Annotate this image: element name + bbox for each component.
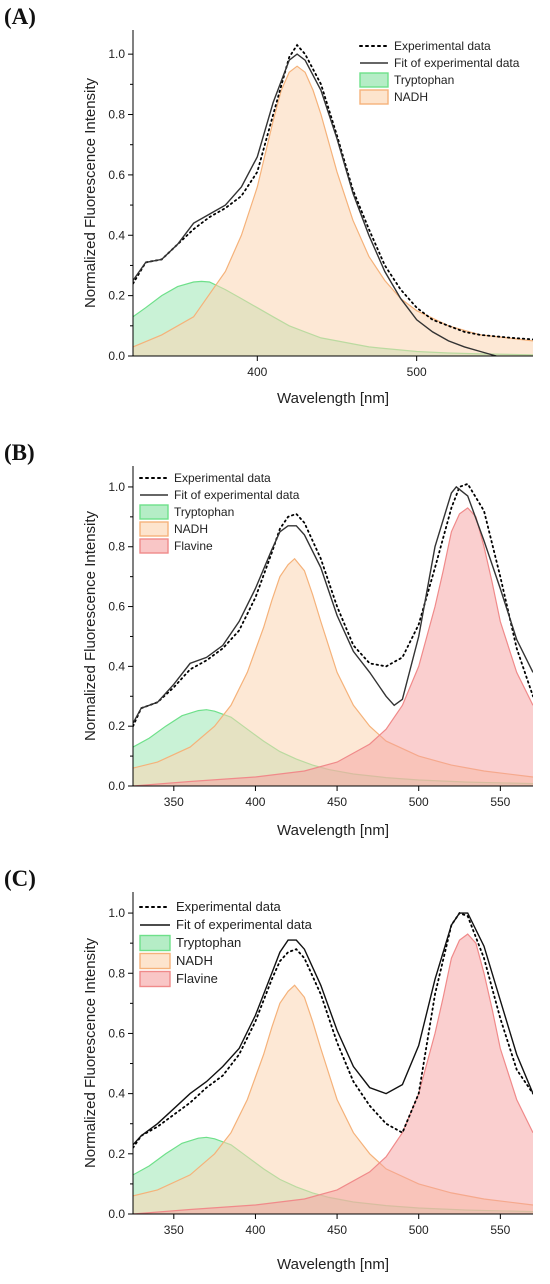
fit-line [133,53,497,356]
y-tick-label: 0.0 [108,349,125,363]
legend-label: Tryptophan [176,935,241,950]
series-area-flavine [133,507,533,786]
legend-label: Fit of experimental data [394,56,520,70]
legend-label: Tryptophan [394,73,454,87]
plot-area [133,912,533,1214]
x-tick-label: 350 [164,1223,184,1237]
y-tick-label: 1.0 [108,47,125,61]
panel-letter: (B) [4,440,35,465]
y-tick-label: 0.8 [108,540,125,554]
y-tick-label: 0.0 [108,1207,125,1221]
y-tick-label: 1.0 [108,480,125,494]
panel-letter: (A) [4,4,36,29]
series-area-nadh [133,558,533,786]
legend-swatch [139,521,169,537]
legend-label: Flavine [176,971,218,986]
x-tick-label: 400 [245,1223,265,1237]
legend-swatch [139,952,171,970]
experimental-data-line [133,43,533,341]
fit-line [133,912,533,1146]
y-tick-label: 0.2 [108,289,125,303]
legend-label: Experimental data [174,471,271,485]
legend-label: Fit of experimental data [176,917,313,932]
series-line-flavine [133,507,533,786]
x-tick-label: 350 [164,795,184,809]
x-tick-label: 500 [409,1223,429,1237]
y-tick-label: 0.4 [108,228,125,242]
legend-swatch [139,934,171,952]
series-area-nadh [133,66,533,356]
panel-b: (B) 0.0 0.2 0.4 0.6 0.8 1.0 350 400 450 500 550 Wav… [0,436,550,846]
y-tick-label: 1.0 [108,906,125,920]
legend-label: Flavine [174,539,213,553]
x-axis-label: Wavelength [nm] [277,1256,389,1273]
x-tick-label: 550 [490,795,510,809]
panel-letter: (C) [4,866,36,891]
plot-area [133,482,533,786]
legend-swatch [139,970,171,988]
legend-swatch [359,72,389,88]
x-axis-label: Wavelength [nm] [277,390,389,407]
legend-label: NADH [176,953,213,968]
x-tick-label: 450 [327,1223,347,1237]
legend-label: Experimental data [394,39,491,53]
legend-swatch [139,538,169,554]
x-tick-label: 500 [409,795,429,809]
series-area-flavine [133,934,533,1214]
legend-label: NADH [174,522,208,536]
legend-swatch [139,504,169,520]
legend-label: Fit of experimental data [174,488,300,502]
chart-c: 0.0 0.2 0.4 0.6 0.8 1.0 350 400 450 500 550 Wavelen… [82,892,533,1273]
legend-label: Tryptophan [174,505,234,519]
legend-label: NADH [394,90,428,104]
y-tick-label: 0.4 [108,659,125,673]
panel-c: (C) 0.0 0.2 0.4 0.6 0.8 1.0 350 400 450 500 550 Wav… [0,862,550,1280]
plot-area [133,43,533,356]
y-tick-label: 0.2 [108,1147,125,1161]
series-line-nadh [133,65,533,348]
legend-swatch [359,89,389,105]
legend-label: Experimental data [176,899,282,914]
x-axis-label: Wavelength [nm] [277,822,389,839]
y-tick-label: 0.0 [108,779,125,793]
chart-b: 0.0 0.2 0.4 0.6 0.8 1.0 350 400 450 500 550 Wavelen… [82,466,533,839]
y-tick-label: 0.2 [108,719,125,733]
y-axis-label: Normalized Fluorescence Intensity [82,510,99,741]
y-tick-label: 0.4 [108,1087,125,1101]
y-tick-label: 0.6 [108,600,125,614]
panel-a: (A) 0.0 0.2 0.4 0.6 0.8 1.0 400 500 Wavelength [… [0,0,550,420]
x-tick-label: 450 [327,795,347,809]
y-tick-label: 0.6 [108,168,125,182]
y-axis-label: Normalized Fluorescence Intensity [82,77,99,308]
experimental-data-line [133,482,533,728]
y-axis-label: Normalized Fluorescence Intensity [82,937,99,1168]
fit-line [133,485,533,724]
y-tick-label: 0.6 [108,1026,125,1040]
x-tick-label: 550 [490,1223,510,1237]
experimental-data-line [133,912,533,1149]
series-line-flavine [133,933,533,1214]
x-tick-label: 400 [245,795,265,809]
x-tick-label: 400 [247,365,267,379]
chart-a: 0.0 0.2 0.4 0.6 0.8 1.0 400 500 Wavelength [nm] N… [82,30,533,407]
x-tick-label: 500 [407,365,427,379]
series-area-nadh [133,985,533,1214]
y-tick-label: 0.8 [108,108,125,122]
y-tick-label: 0.8 [108,966,125,980]
